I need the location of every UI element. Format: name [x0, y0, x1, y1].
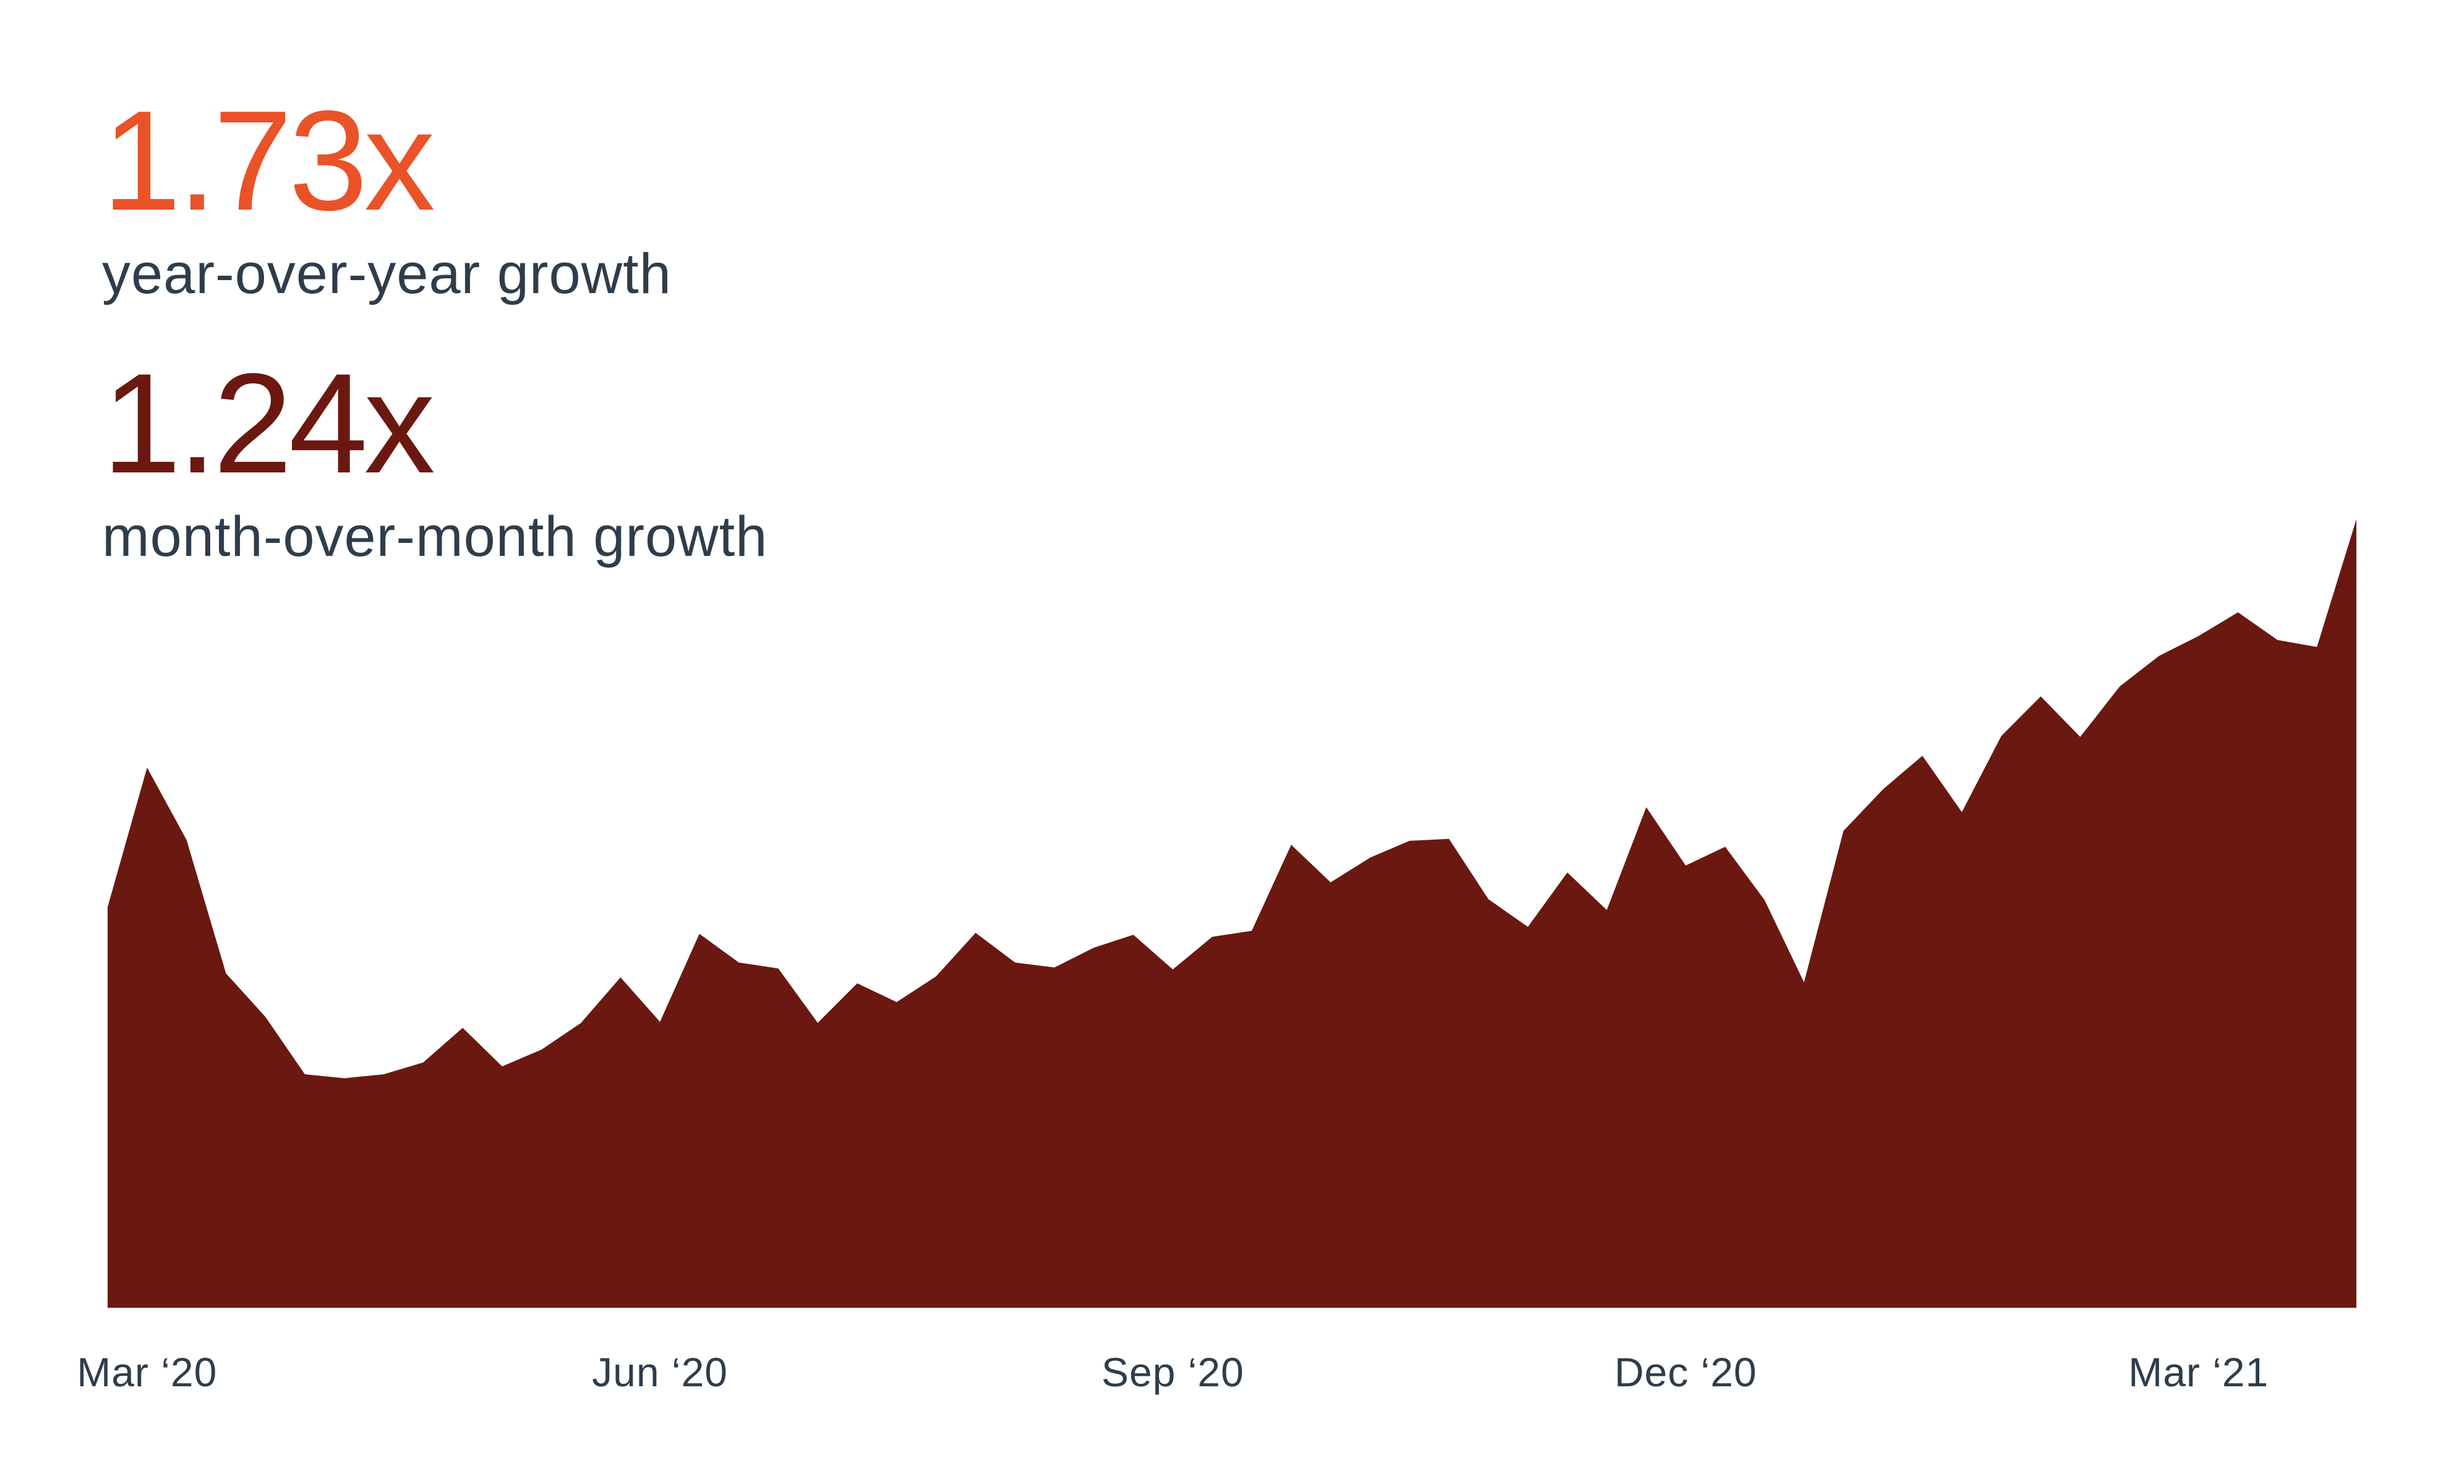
x-tick-label: Mar ‘21 [2128, 1349, 2269, 1395]
x-tick-label: Mar ‘20 [77, 1349, 217, 1395]
growth-area-series [108, 519, 2356, 1308]
yoy-stat: 1.73x year-over-year growth [102, 81, 672, 305]
x-tick-label: Jun ‘20 [592, 1349, 728, 1395]
x-axis-tick-labels: Mar ‘20 Jun ‘20 Sep ‘20 Dec ‘20 Mar ‘21 [77, 1349, 2269, 1395]
yoy-growth-label: year-over-year growth [102, 242, 672, 305]
x-tick-label: Dec ‘20 [1614, 1349, 1757, 1395]
mom-stat: 1.24x month-over-month growth [102, 344, 768, 568]
mom-growth-value: 1.24x [102, 344, 435, 503]
mom-growth-label: month-over-month growth [102, 505, 768, 568]
yoy-growth-value: 1.73x [102, 81, 435, 240]
x-tick-label: Sep ‘20 [1102, 1349, 1244, 1395]
